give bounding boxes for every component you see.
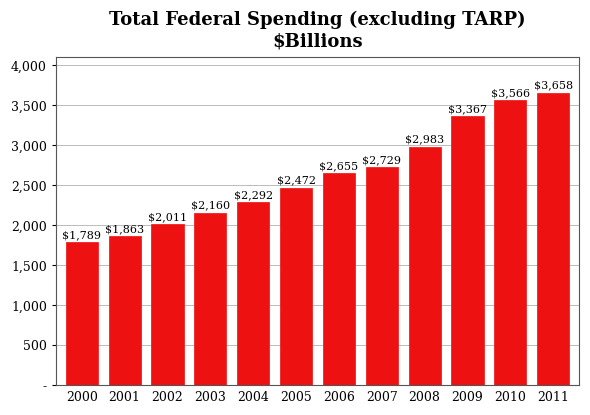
Bar: [194, 212, 227, 386]
Text: $2,729: $2,729: [362, 155, 401, 165]
Bar: [323, 173, 355, 386]
Bar: [237, 202, 269, 386]
Bar: [537, 93, 569, 386]
Text: $2,292: $2,292: [234, 190, 273, 200]
Text: $3,658: $3,658: [533, 81, 573, 90]
Text: $2,983: $2,983: [405, 134, 444, 145]
Text: $1,863: $1,863: [105, 224, 144, 234]
Text: $2,655: $2,655: [319, 161, 359, 171]
Text: $3,566: $3,566: [491, 88, 530, 98]
Bar: [408, 146, 441, 386]
Bar: [152, 225, 183, 386]
Text: $2,011: $2,011: [148, 212, 187, 222]
Bar: [494, 100, 526, 386]
Bar: [280, 188, 312, 386]
Bar: [65, 242, 98, 386]
Title: Total Federal Spending (excluding TARP)
$Billions: Total Federal Spending (excluding TARP) …: [109, 11, 526, 50]
Text: $3,367: $3,367: [448, 104, 487, 114]
Bar: [366, 167, 398, 386]
Text: $1,789: $1,789: [62, 230, 101, 240]
Bar: [109, 236, 140, 386]
Text: $2,160: $2,160: [191, 200, 230, 210]
Text: $2,472: $2,472: [277, 176, 316, 186]
Bar: [451, 116, 484, 386]
